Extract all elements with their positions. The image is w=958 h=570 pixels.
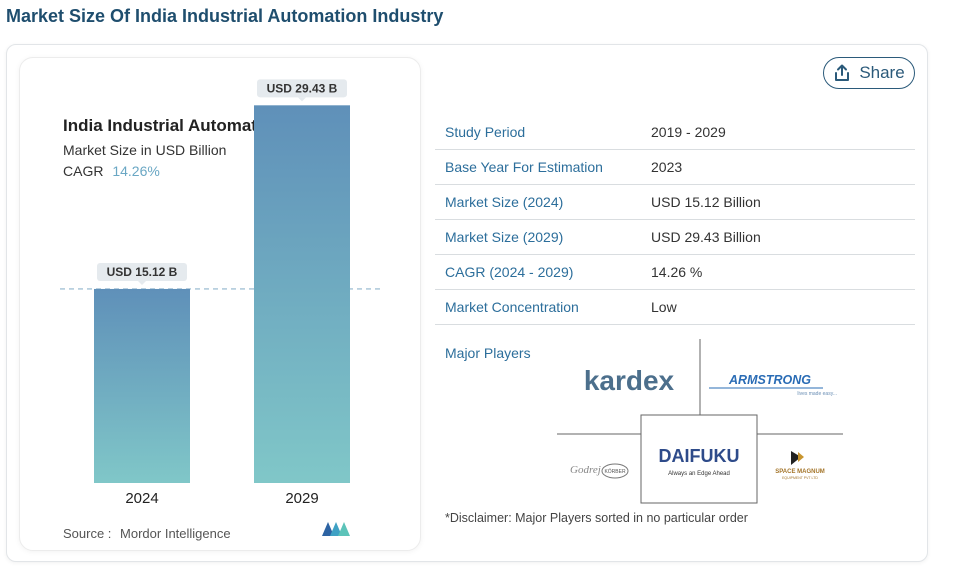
- info-label: Market Concentration: [435, 289, 651, 325]
- info-row: Study Period 2019 - 2029: [435, 115, 915, 150]
- info-row: Base Year For Estimation 2023: [435, 149, 915, 185]
- disclaimer: *Disclaimer: Major Players sorted in no …: [445, 511, 748, 525]
- chart-card: India Industrial Automation Market Marke…: [19, 57, 421, 551]
- space-magnum-logo: SPACE MAGNUM: [775, 469, 825, 475]
- data-label: USD 29.43 B: [267, 81, 338, 95]
- armstrong-logo: ARMSTRONG: [728, 373, 811, 387]
- data-label-pointer: [298, 97, 306, 102]
- major-players-logos: kardex ARMSTRONG lives made easy... Godr…: [557, 339, 843, 504]
- info-label: Market Size (2024): [435, 184, 651, 220]
- share-button[interactable]: Share: [823, 57, 915, 89]
- info-label: Market Size (2029): [435, 219, 651, 255]
- svg-text:CAGR 14.26%: CAGR 14.26%: [63, 163, 160, 179]
- daifuku-tagline: Always an Edge Ahead: [668, 471, 730, 477]
- info-value: USD 15.12 Billion: [651, 184, 915, 220]
- share-label: Share: [859, 63, 905, 82]
- svg-text:Source : Mordor Intell: Source : Mordor Intelligence: [63, 526, 231, 541]
- info-value: 2023: [651, 149, 915, 185]
- info-value: 2019 - 2029: [651, 115, 915, 150]
- bar-2024: [94, 288, 190, 483]
- kardex-logo: kardex: [584, 365, 675, 396]
- info-value: Low: [651, 289, 915, 325]
- info-row: CAGR (2024 - 2029) 14.26 %: [435, 254, 915, 290]
- x-tick-label: 2024: [125, 490, 158, 507]
- info-label: Study Period: [435, 115, 651, 150]
- data-label-pointer: [138, 280, 146, 285]
- share-upload-icon: [835, 64, 850, 81]
- page-title: Market Size Of India Industrial Automati…: [6, 6, 444, 26]
- info-label: CAGR (2024 - 2029): [435, 254, 651, 290]
- source-label: Source :: [63, 526, 111, 541]
- daifuku-logo: DAIFUKU: [659, 446, 740, 466]
- data-label-bg: [97, 262, 187, 281]
- data-label: USD 15.12 B: [107, 265, 178, 279]
- space-magnum-logo-icon: [791, 451, 804, 465]
- chart-subtitle: Market Size in USD Billion: [63, 142, 226, 158]
- data-label-bg: [257, 79, 347, 98]
- chart-bars: USD 15.12 B 2024 USD 29.43 B 2029: [60, 79, 384, 507]
- market-summary-card: India Industrial Automation Market Marke…: [6, 44, 928, 562]
- market-info-table: Study Period 2019 - 2029 Base Year For Est…: [435, 115, 915, 325]
- info-label: Base Year For Estimation: [435, 149, 651, 185]
- space-magnum-subtitle: EQUIPMENT PVT LTD: [782, 476, 818, 480]
- info-row: Market Concentration Low: [435, 289, 915, 325]
- x-tick-label: 2029: [285, 490, 318, 507]
- source-value: Mordor Intelligence: [120, 526, 231, 541]
- info-value: USD 29.43 Billion: [651, 219, 915, 255]
- godrej-logo: Godrej: [570, 464, 601, 476]
- cagr-value: 14.26%: [112, 163, 159, 179]
- mordor-intelligence-logo-icon: [322, 522, 350, 536]
- info-row: Market Size (2029) USD 29.43 Billion: [435, 219, 915, 255]
- koerber-logo: KÖRBER: [601, 463, 629, 479]
- armstrong-tagline: lives made easy...: [797, 391, 837, 397]
- bar-2029: [254, 105, 350, 483]
- market-size-chart: India Industrial Automation Market Marke…: [60, 79, 384, 541]
- svg-text:KÖRBER: KÖRBER: [604, 468, 626, 475]
- info-row: Market Size (2024) USD 15.12 Billion: [435, 184, 915, 220]
- info-value: 14.26 %: [651, 254, 915, 290]
- cagr-label: CAGR: [63, 163, 103, 179]
- major-players-label: Major Players: [445, 345, 531, 361]
